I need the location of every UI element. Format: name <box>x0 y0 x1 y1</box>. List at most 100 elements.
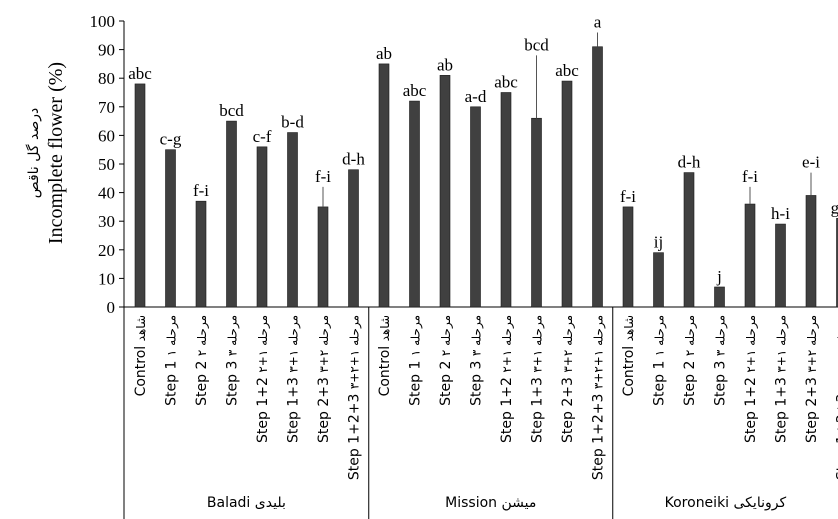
data-label: ij <box>654 233 663 252</box>
category-label-en: Step 2+3 <box>316 373 332 443</box>
data-label: ab <box>376 44 392 63</box>
data-label: c-g <box>160 130 182 149</box>
category-label: Step 2+3 مرحله ۲+۳ <box>316 315 332 443</box>
data-label: h-i <box>771 204 790 223</box>
category-label-en: Control <box>377 341 393 396</box>
bar <box>226 120 237 308</box>
category-label-fa: مرحله ۲ <box>439 315 454 356</box>
group-label-fa: کرونایکی <box>734 495 787 511</box>
bar <box>744 203 756 308</box>
bar <box>439 75 451 308</box>
category-label: Step 1+2 مرحله ۱+۲ <box>499 315 515 443</box>
category-label-en: Control <box>133 341 149 396</box>
data-label: abc <box>128 64 152 83</box>
category-label-en: Step 3 <box>225 356 241 406</box>
category-label-fa: مرحله ۱ <box>653 315 668 356</box>
data-label: ab <box>437 55 453 74</box>
category-label-en: Step 2+3 <box>560 373 576 443</box>
group-label-en: Koroneiki <box>665 495 734 511</box>
category-label: Step 1 مرحله ۱ <box>408 315 424 406</box>
data-label: f-i <box>620 187 636 206</box>
category-label-fa: مرحله ۱+۲ <box>500 315 515 373</box>
category-label-fa: مرحله ۱+۳ <box>775 315 790 373</box>
bar <box>714 286 725 308</box>
category-label-en: Step 1 <box>164 356 180 406</box>
category-label: Step 3 مرحله ۳ <box>469 315 485 406</box>
bar <box>592 46 603 308</box>
data-label: bcd <box>219 101 244 120</box>
category-label-en: Step 1+2+3 <box>591 389 607 480</box>
category-label: Step 1+2+3 مرحله ۱+۲+۳ <box>347 315 363 480</box>
category-label-en: Control <box>621 341 637 396</box>
y-tick-label: 10 <box>98 269 115 288</box>
category-label-en: Step 1 <box>652 356 668 406</box>
data-label: abc <box>555 61 579 80</box>
category-label-fa: مرحله ۲+۳ <box>561 315 576 373</box>
category-label-fa: مرحله ۲+۳ <box>805 315 820 373</box>
category-label-fa: مرحله ۲ <box>683 315 698 356</box>
data-label: e-i <box>802 153 820 172</box>
category-label-fa: مرحله ۳ <box>226 315 241 356</box>
group-label: Mission میشن <box>445 495 536 511</box>
data-label: f-i <box>193 181 209 200</box>
bar <box>805 195 817 308</box>
category-label-fa: شاهد <box>378 315 392 341</box>
group-label-en: Mission <box>445 495 501 511</box>
category-label: Step 3 مرحله ۳ <box>225 315 241 406</box>
category-label-fa: مرحله ۱+۲+۳ <box>348 315 363 389</box>
category-label: Step 1 مرحله ۱ <box>652 315 668 406</box>
category-label-fa: مرحله ۱ <box>165 315 180 356</box>
category-label-fa: مرحله ۱+۲+۳ <box>836 315 838 389</box>
category-label: Step 2 مرحله ۲ <box>682 315 698 406</box>
data-label: f-i <box>315 167 331 186</box>
category-label-en: Step 3 <box>713 356 729 406</box>
category-label: Control شاهد <box>621 315 637 396</box>
bar <box>561 80 573 308</box>
y-tick-label: 50 <box>98 155 115 174</box>
y-tick-label: 20 <box>98 241 115 260</box>
category-label-en: Step 2+3 <box>804 373 820 443</box>
category-label: Step 2 مرحله ۲ <box>194 315 210 406</box>
bar <box>500 92 512 308</box>
category-label-fa: مرحله ۱+۳ <box>531 315 546 373</box>
category-label-fa: مرحله ۲ <box>195 315 210 356</box>
bar <box>653 252 664 308</box>
category-label: Step 3 مرحله ۳ <box>713 315 729 406</box>
category-label-fa: مرحله ۳ <box>714 315 729 356</box>
category-label-fa: مرحله ۲+۳ <box>317 315 332 373</box>
category-label-fa: مرحله ۱+۲ <box>744 315 759 373</box>
bar <box>470 106 481 308</box>
category-label: Step 1+3 مرحله ۱+۳ <box>286 315 302 443</box>
category-label: Step 1+3 مرحله ۱+۳ <box>774 315 790 443</box>
category-label: Step 2+3 مرحله ۲+۳ <box>804 315 820 443</box>
y-tick-label: 80 <box>98 69 115 88</box>
category-label-fa: مرحله ۱+۲ <box>256 315 271 373</box>
data-label: a <box>594 12 602 31</box>
bar <box>195 200 207 308</box>
group-label-en: Baladi <box>207 495 255 511</box>
category-label-en: Step 3 <box>469 356 485 406</box>
bar <box>378 63 390 308</box>
category-label-fa: مرحله ۱+۲+۳ <box>592 315 607 389</box>
data-label: ghi <box>831 198 838 217</box>
group-label-fa: بلیدی <box>255 495 286 511</box>
data-label: bcd <box>524 35 549 54</box>
category-label-en: Step 2 <box>438 356 454 406</box>
y-tick-label: 30 <box>98 212 115 231</box>
category-label-en: Step 1 <box>408 356 424 406</box>
y-axis-label: Incomplete flower (%) <box>45 62 67 244</box>
category-label-en: Step 1+2+3 <box>347 389 363 480</box>
category-label-en: Step 1+2 <box>743 373 759 443</box>
category-label: Step 1 مرحله ۱ <box>164 315 180 406</box>
y-tick-label: 0 <box>107 298 116 317</box>
category-label: Step 1+2+3 مرحله ۱+۲+۳ <box>591 315 607 480</box>
data-label: abc <box>494 73 518 92</box>
data-label: j <box>716 267 722 286</box>
bar <box>683 172 695 308</box>
data-label: d-h <box>678 153 701 172</box>
bar <box>256 146 268 308</box>
bar <box>317 206 329 308</box>
category-label: Step 1+2+3 مرحله ۱+۲+۳ <box>835 315 838 480</box>
category-label-en: Step 2 <box>682 356 698 406</box>
category-label: Control شاهد <box>377 315 393 396</box>
